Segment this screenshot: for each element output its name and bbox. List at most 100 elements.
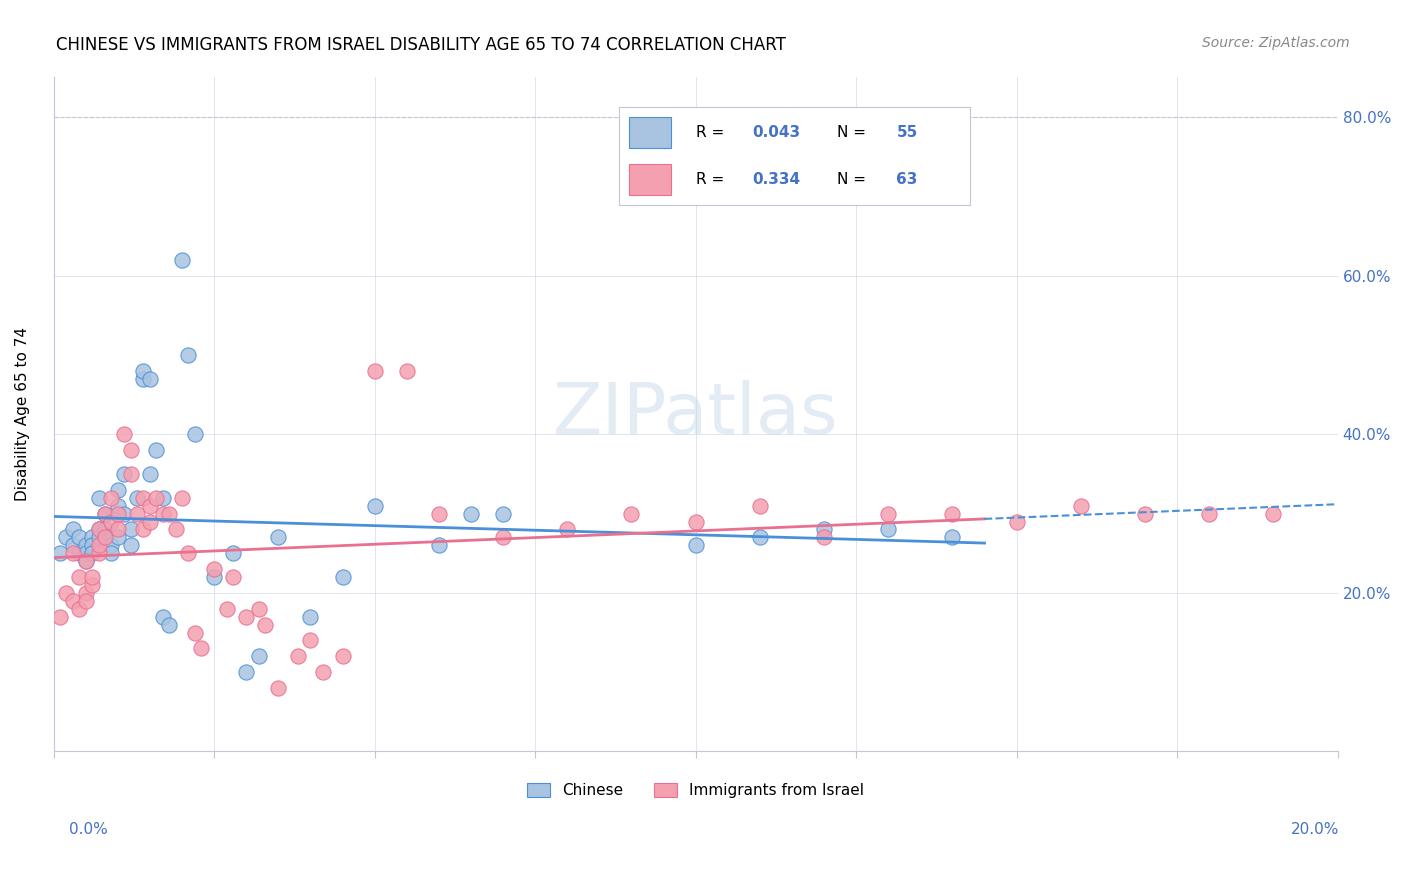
Point [170,252,193,267]
Point [247,649,270,664]
Text: 63: 63 [897,172,918,187]
Point [165,523,187,537]
Point [75,554,97,568]
Point [1263,507,1285,521]
Point [132,372,155,386]
Point [67,570,90,584]
Point [94,530,117,544]
Y-axis label: Disability Age 65 to 74: Disability Age 65 to 74 [15,327,30,501]
Point [107,483,129,497]
Point [267,681,290,695]
Point [55,530,77,544]
Point [82,530,104,544]
Point [235,609,257,624]
Point [112,427,135,442]
Point [685,515,707,529]
Point [215,601,238,615]
Point [427,507,450,521]
Legend: Chinese, Immigrants from Israel: Chinese, Immigrants from Israel [522,777,870,805]
Point [62,523,84,537]
FancyBboxPatch shape [630,164,672,195]
Point [87,546,110,560]
Point [941,507,963,521]
Point [82,538,104,552]
Point [139,467,162,481]
Point [107,523,129,537]
Point [620,507,643,521]
Point [125,507,148,521]
Point [132,523,155,537]
Point [287,649,309,664]
Point [299,633,322,648]
Text: 0.043: 0.043 [752,125,800,140]
Point [87,530,110,544]
Point [67,601,90,615]
Point [107,499,129,513]
Point [62,594,84,608]
Point [75,586,97,600]
Point [202,562,225,576]
Point [299,609,322,624]
Point [555,523,578,537]
Point [222,546,245,560]
Point [82,578,104,592]
Point [94,507,117,521]
Point [152,609,174,624]
Point [363,364,385,378]
Point [94,523,117,537]
Point [87,538,110,552]
Point [100,546,122,560]
Point [312,665,335,680]
Point [460,507,482,521]
Point [492,530,515,544]
Point [877,523,900,537]
Point [120,467,142,481]
Point [125,491,148,505]
Text: N =: N = [837,172,870,187]
Point [184,625,207,640]
Point [112,467,135,481]
Point [813,530,835,544]
Point [145,443,167,458]
Text: 0.334: 0.334 [752,172,800,187]
Point [100,491,122,505]
Point [62,538,84,552]
Point [1198,507,1220,521]
Point [492,507,515,521]
Point [190,641,212,656]
Point [82,570,104,584]
Point [170,491,193,505]
Text: 55: 55 [897,125,918,140]
Point [395,364,418,378]
Point [75,538,97,552]
Point [145,491,167,505]
Point [332,570,354,584]
Point [75,594,97,608]
Point [87,523,110,537]
Point [427,538,450,552]
Point [55,586,77,600]
Point [748,530,770,544]
Point [120,443,142,458]
Point [62,546,84,560]
Text: N =: N = [837,125,870,140]
Point [685,538,707,552]
Point [157,617,180,632]
Point [112,507,135,521]
Point [67,530,90,544]
Point [1005,515,1028,529]
Text: Source: ZipAtlas.com: Source: ZipAtlas.com [1202,36,1350,50]
Point [87,491,110,505]
Point [132,364,155,378]
Point [139,499,162,513]
Point [87,523,110,537]
Text: 0.0%: 0.0% [69,822,108,837]
Point [49,546,72,560]
Point [247,601,270,615]
Point [139,515,162,529]
Point [1133,507,1156,521]
Point [152,491,174,505]
Point [177,348,200,362]
Point [49,609,72,624]
Point [94,530,117,544]
